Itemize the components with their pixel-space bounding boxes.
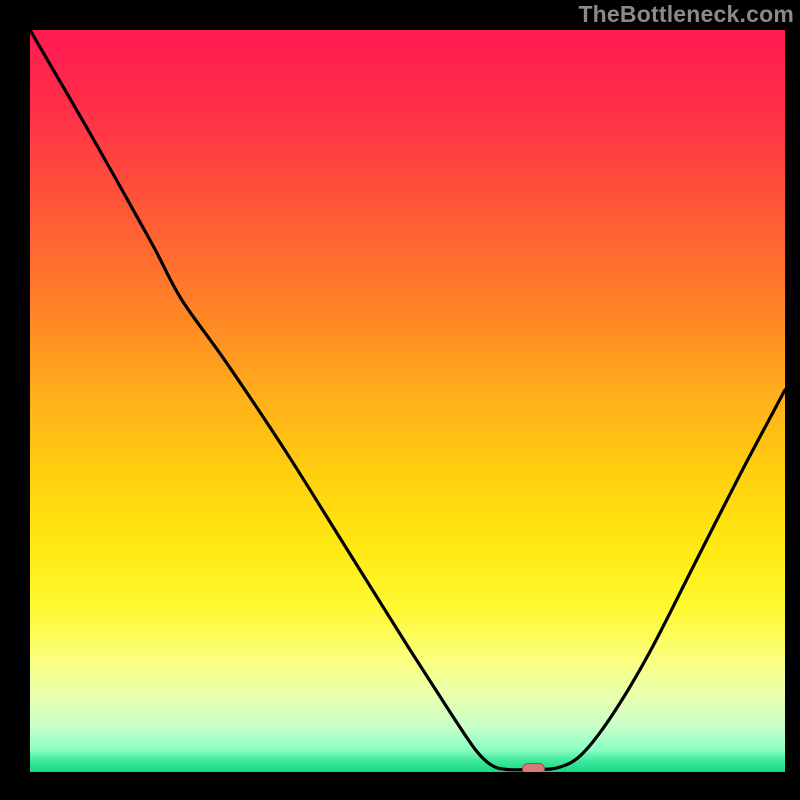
bottleneck-curve: [30, 30, 785, 772]
chart-container: TheBottleneck.com: [0, 0, 800, 800]
curve-path: [30, 30, 785, 770]
watermark-text: TheBottleneck.com: [578, 1, 794, 28]
plot-area: [30, 30, 785, 772]
sweet-spot-marker: [522, 763, 545, 772]
